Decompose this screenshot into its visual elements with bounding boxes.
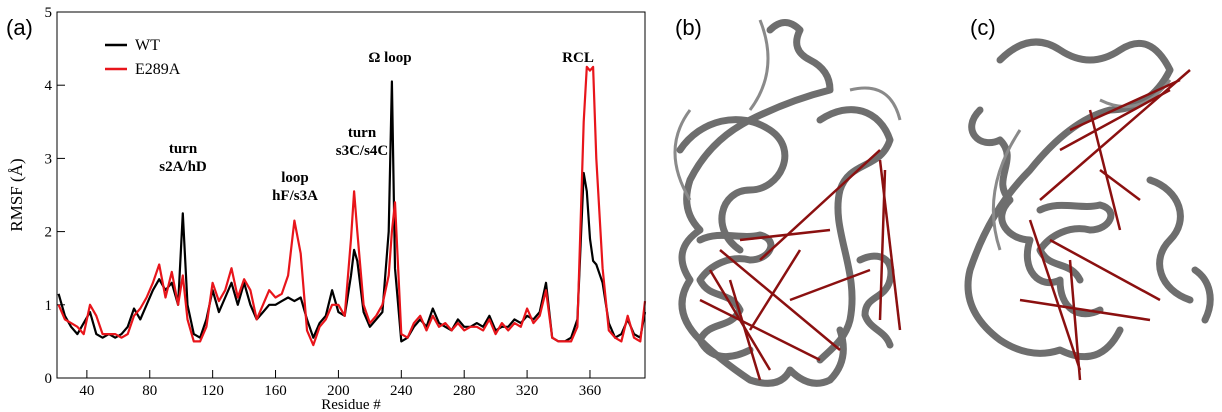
annotation: turn: [348, 125, 377, 141]
legend-label: WT: [135, 37, 160, 54]
annotation: Ω loop: [368, 50, 411, 66]
protein-c: [964, 38, 1214, 381]
x-tick-label: 120: [201, 383, 224, 399]
plot-frame: [56, 11, 646, 379]
x-axis-label: Residue #: [321, 397, 381, 412]
annotation: turn: [169, 141, 198, 157]
panel-label: (b): [675, 15, 702, 40]
panel-label: (a): [6, 15, 33, 40]
y-tick-label: 1: [45, 298, 53, 314]
x-tick-label: 40: [79, 383, 94, 399]
panel-label: (c): [970, 15, 996, 40]
annotation: s2A/hD: [159, 159, 207, 175]
series-line: [57, 65, 647, 347]
annotation: hF/s3A: [272, 188, 318, 204]
protein-b: [673, 19, 902, 387]
y-tick-label: 3: [45, 151, 53, 167]
x-tick-label: 80: [142, 383, 157, 399]
x-tick-label: 280: [453, 383, 476, 399]
y-tick-label: 5: [45, 5, 53, 21]
x-tick-label: 360: [579, 383, 602, 399]
y-tick-label: 0: [45, 371, 53, 387]
y-tick-label: 2: [45, 225, 53, 241]
y-tick-label: 4: [45, 78, 53, 94]
annotation: s3C/s4C: [336, 143, 389, 159]
x-tick-label: 320: [516, 383, 539, 399]
legend-label: E289A: [135, 61, 181, 78]
annotation: RCL: [562, 50, 594, 66]
annotation: loop: [281, 170, 309, 186]
x-tick-label: 160: [264, 383, 287, 399]
x-tick-label: 240: [390, 383, 413, 399]
y-axis-label: RMSF (Å): [7, 158, 26, 231]
x-tick-label: 200: [327, 383, 350, 399]
